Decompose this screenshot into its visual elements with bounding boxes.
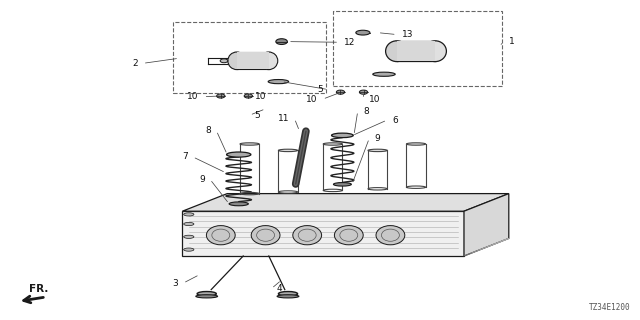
Ellipse shape	[206, 226, 236, 245]
Text: 10: 10	[306, 95, 317, 104]
Text: 9: 9	[199, 175, 205, 184]
Polygon shape	[182, 194, 509, 211]
Text: TZ34E1200: TZ34E1200	[589, 303, 630, 312]
Ellipse shape	[184, 213, 194, 216]
Ellipse shape	[323, 143, 342, 145]
Ellipse shape	[229, 202, 248, 206]
Text: 10: 10	[187, 92, 198, 101]
Text: 7: 7	[182, 152, 188, 161]
Text: 13: 13	[402, 30, 413, 39]
Ellipse shape	[277, 295, 299, 298]
Ellipse shape	[385, 41, 408, 61]
Ellipse shape	[227, 152, 251, 157]
Text: 11: 11	[278, 114, 289, 123]
Ellipse shape	[359, 90, 367, 94]
Ellipse shape	[337, 90, 345, 94]
Ellipse shape	[228, 52, 246, 70]
Ellipse shape	[333, 182, 351, 186]
Text: 3: 3	[172, 279, 178, 288]
Text: 5: 5	[317, 85, 323, 94]
Text: 1: 1	[509, 37, 515, 46]
Text: 4: 4	[276, 284, 282, 293]
Bar	[397, 41, 435, 61]
Ellipse shape	[197, 292, 216, 296]
Ellipse shape	[278, 292, 298, 296]
Bar	[173, 22, 326, 93]
Bar	[333, 11, 502, 86]
Text: 6: 6	[392, 116, 398, 124]
Bar	[237, 52, 269, 69]
Ellipse shape	[240, 143, 259, 145]
Ellipse shape	[372, 72, 396, 76]
Ellipse shape	[376, 226, 404, 245]
Ellipse shape	[184, 248, 194, 251]
Text: 9: 9	[374, 134, 380, 143]
Ellipse shape	[268, 79, 289, 84]
Text: 2: 2	[132, 59, 138, 68]
Ellipse shape	[356, 30, 370, 35]
Text: 10: 10	[255, 92, 266, 101]
Ellipse shape	[278, 149, 298, 152]
Ellipse shape	[216, 94, 225, 98]
Ellipse shape	[335, 226, 364, 245]
Ellipse shape	[368, 149, 387, 152]
Text: 12: 12	[344, 38, 356, 47]
Polygon shape	[182, 211, 464, 256]
Ellipse shape	[332, 133, 353, 138]
Ellipse shape	[220, 59, 228, 63]
Ellipse shape	[424, 41, 447, 61]
Text: 5: 5	[255, 111, 260, 120]
Text: 10: 10	[369, 95, 381, 104]
Ellipse shape	[276, 39, 287, 44]
Text: FR.: FR.	[29, 284, 48, 294]
Text: 8: 8	[205, 126, 211, 135]
Ellipse shape	[196, 295, 218, 298]
Ellipse shape	[251, 226, 280, 245]
Text: 8: 8	[363, 107, 369, 116]
Ellipse shape	[184, 235, 194, 238]
Ellipse shape	[260, 52, 278, 70]
Ellipse shape	[184, 222, 194, 226]
Polygon shape	[464, 194, 509, 256]
Ellipse shape	[406, 143, 426, 145]
Ellipse shape	[293, 226, 321, 245]
Ellipse shape	[244, 94, 253, 98]
